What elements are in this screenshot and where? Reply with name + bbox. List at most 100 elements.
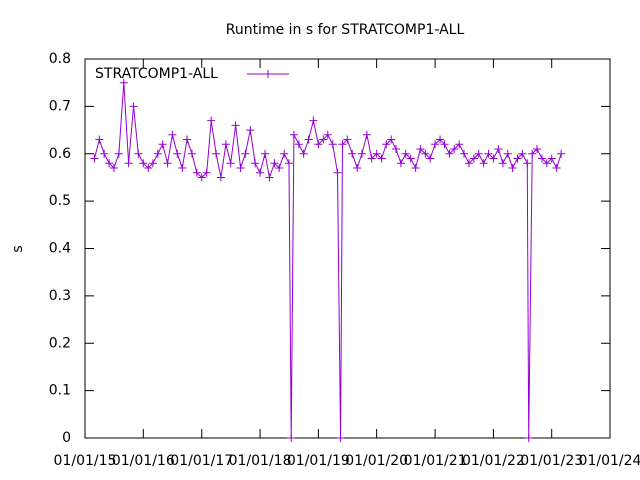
point-marker [216,173,225,182]
point-marker [114,149,123,158]
point-marker [494,145,503,154]
point-marker [436,135,445,144]
y-axis-label: s [10,245,26,252]
y-tick-label: 0.1 [49,383,71,399]
point-marker [537,154,546,163]
point-marker [513,154,522,163]
y-tick-label: 0.5 [49,193,71,209]
point-marker [431,140,440,149]
point-marker [382,140,391,149]
point-marker [421,149,430,158]
point-marker [124,159,133,168]
y-tick-label: 0.4 [49,241,71,257]
point-marker [474,149,483,158]
point-marker [450,145,459,154]
point-marker [426,154,435,163]
point-marker [251,159,260,168]
point-marker [348,149,357,158]
point-marker [158,140,167,149]
y-tick-label: 0.8 [49,51,71,67]
point-marker [236,163,245,172]
point-marker [343,135,352,144]
point-marker [202,168,211,177]
point-marker [528,149,537,158]
point-marker [445,149,454,158]
x-tick-label: 01/01/24 [579,453,640,469]
point-marker [261,149,270,158]
point-marker [226,159,235,168]
point-marker [455,140,464,149]
point-marker [119,78,128,87]
x-tick-label: 01/01/19 [287,453,350,469]
point-marker [336,434,345,442]
x-tick-label: 01/01/16 [112,453,175,469]
point-marker [188,149,197,158]
point-marker [270,159,279,168]
point-marker [280,149,289,158]
point-marker [552,163,561,172]
point-marker [372,149,381,158]
y-tick-label: 0.2 [49,335,71,351]
point-marker [328,140,337,149]
x-tick-label: 01/01/15 [54,453,117,469]
point-marker [95,135,104,144]
point-marker [212,149,221,158]
point-marker [314,140,323,149]
point-marker [241,149,250,158]
x-tick-label: 01/01/17 [170,453,233,469]
point-marker [406,154,415,163]
point-marker [489,154,498,163]
point-marker [197,173,206,182]
point-marker [294,140,303,149]
point-marker [367,154,376,163]
y-tick-label: 0.3 [49,288,71,304]
point-marker [401,149,410,158]
point-marker [284,159,293,168]
point-marker [333,168,342,177]
point-marker [357,149,366,158]
point-marker [523,159,532,168]
series-line [93,82,562,439]
point-marker [299,149,308,158]
x-tick-label: 01/01/18 [229,453,292,469]
point-marker [246,126,255,135]
point-marker [411,163,420,172]
point-marker [168,130,177,139]
point-marker [362,130,371,139]
point-marker [129,102,138,111]
legend-label: STRATCOMP1-ALL [95,66,218,82]
x-tick-label: 01/01/22 [462,453,525,469]
point-marker [289,130,298,139]
y-tick-label: 0 [62,430,71,446]
point-marker [508,163,517,172]
x-tick-label: 01/01/20 [345,453,408,469]
point-marker [275,163,284,172]
point-marker [221,140,230,149]
point-marker [163,159,172,168]
point-marker [139,159,148,168]
point-marker [396,159,405,168]
point-marker [287,434,296,442]
point-marker [557,149,566,158]
point-marker [90,154,99,163]
x-tick-label: 01/01/21 [404,453,467,469]
point-marker [518,149,527,158]
point-marker [542,159,551,168]
point-marker [109,163,118,172]
legend-marker [264,70,272,78]
point-marker [304,135,313,144]
point-marker [416,145,425,154]
point-marker [479,159,488,168]
point-marker [105,159,114,168]
point-marker [100,149,109,158]
point-marker [338,140,347,149]
y-tick-label: 0.6 [49,146,71,162]
point-marker [460,149,469,158]
point-marker [484,149,493,158]
point-marker [464,159,473,168]
point-marker [207,116,216,125]
point-marker [178,163,187,172]
chart-title: Runtime in s for STRATCOMP1-ALL [226,22,465,38]
point-marker [469,154,478,163]
point-marker [387,135,396,144]
